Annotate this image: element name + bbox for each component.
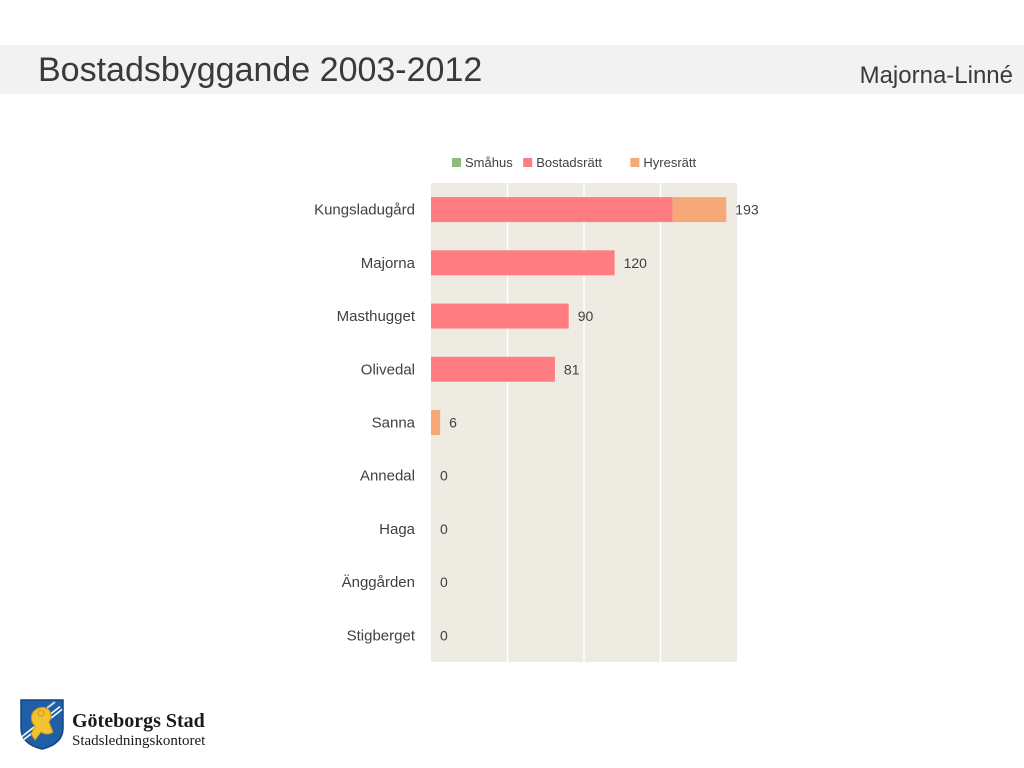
org-name: Göteborgs Stad: [72, 710, 205, 732]
data-label: 6: [449, 415, 457, 431]
category-label: Stigberget: [347, 627, 416, 644]
bar-segment: [431, 250, 615, 276]
gothenburg-lion-shield-icon: [20, 699, 64, 750]
page-title: Bostadsbyggande 2003-2012: [38, 51, 483, 89]
legend-swatch: [452, 158, 461, 167]
department-name: Stadsledningskontoret: [72, 733, 206, 749]
title-band: [0, 45, 1024, 94]
legend-swatch: [523, 158, 533, 167]
category-label: Kungsladugård: [314, 202, 415, 219]
data-label: 81: [564, 361, 580, 377]
legend-label: Hyresrätt: [643, 155, 696, 170]
bar-segment: [431, 197, 673, 223]
bar-chart: Småhus Bostadsrätt Hyresrätt Kungsladugård 1…: [314, 155, 759, 662]
data-label: 0: [440, 521, 448, 537]
bar-segment: [431, 356, 555, 382]
category-label: Olivedal: [361, 361, 415, 378]
category-label: Haga: [379, 521, 416, 538]
data-label: 0: [440, 574, 448, 590]
legend-label: Bostadsrätt: [536, 155, 602, 170]
legend-label: Småhus: [465, 155, 513, 170]
data-label: 0: [440, 627, 448, 643]
footer-logo: [19, 698, 279, 754]
bar-segment: [431, 410, 441, 435]
bar-segment: [672, 197, 727, 223]
data-label: 120: [624, 255, 648, 271]
category-label: Sanna: [372, 415, 416, 432]
data-label: 193: [735, 202, 759, 218]
category-label: Majorna: [361, 255, 416, 272]
data-label: 90: [578, 308, 594, 324]
legend-swatch: [630, 158, 640, 167]
data-label: 0: [440, 468, 448, 484]
category-label: Annedal: [360, 468, 415, 485]
category-label: Änggården: [342, 574, 415, 591]
bar-segment: [431, 303, 569, 329]
page-subtitle: Majorna-Linné: [859, 62, 1013, 89]
category-label: Masthugget: [337, 308, 416, 325]
